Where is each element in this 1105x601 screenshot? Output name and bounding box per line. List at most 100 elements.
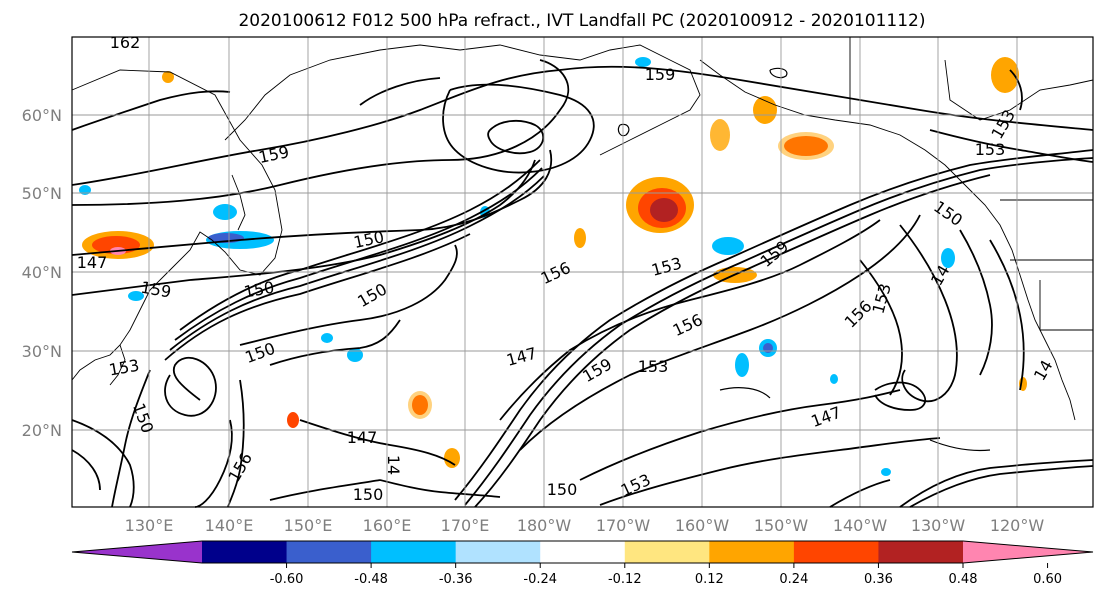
contour-line	[227, 379, 245, 508]
contour-line	[617, 123, 630, 137]
lon-label: 130°W	[911, 516, 966, 535]
positive-shading	[287, 412, 299, 428]
contour-line	[499, 219, 881, 421]
negative-shading	[321, 333, 333, 343]
asia-coastline	[71, 69, 283, 381]
lat-label: 30°N	[22, 342, 62, 361]
contour-line	[769, 67, 788, 79]
contour-line	[1009, 69, 1023, 111]
kamchatka-coastline	[224, 44, 701, 156]
coastlines	[71, 37, 1094, 421]
colorbar-tick-label: 0.48	[949, 572, 978, 587]
contour-line	[379, 479, 501, 498]
contour-line	[959, 229, 993, 376]
border-line	[944, 59, 1094, 121]
lat-label: 50°N	[22, 184, 62, 203]
colorbar-segment	[202, 541, 288, 563]
lat-label: 60°N	[22, 106, 62, 125]
contour-line	[164, 233, 471, 361]
colorbar-tick-label: 0.12	[695, 572, 724, 587]
contour-line	[442, 83, 595, 174]
lon-label: 150°W	[754, 516, 809, 535]
negative-shading	[347, 348, 363, 362]
colorbar-tick-label: -0.60	[270, 572, 304, 587]
lon-label: 120°W	[990, 516, 1045, 535]
asia-coastline	[231, 174, 246, 231]
contour-label: 153	[638, 357, 669, 376]
contour-label: 159	[645, 65, 676, 84]
colorbar-segment	[624, 541, 710, 563]
lon-label: 170°W	[596, 516, 651, 535]
colorbar-segment	[371, 541, 457, 563]
latitude-labels: 60°N 50°N 40°N 30°N 20°N	[22, 106, 62, 440]
contour-line	[359, 77, 441, 106]
colorbar-extend-low	[72, 541, 202, 563]
lon-label: 140°W	[833, 516, 888, 535]
lon-label: 130°E	[125, 516, 174, 535]
contour-line	[899, 224, 958, 403]
negative-shading	[830, 374, 838, 384]
negative-shading	[735, 353, 749, 377]
contour-line	[71, 149, 553, 256]
map-panel: 162 159 159 153 150 150 156 153 159 150 …	[71, 33, 1094, 508]
contour-line	[874, 381, 927, 411]
negative-shading	[213, 204, 237, 220]
contour-line	[599, 437, 941, 506]
contour-line	[719, 387, 771, 399]
asia-coastline	[109, 344, 126, 386]
contour-line	[164, 356, 217, 417]
contour-label: 150	[547, 480, 578, 499]
lon-label: 150°E	[284, 516, 333, 535]
contour-line	[929, 439, 991, 452]
positive-shading	[778, 132, 834, 160]
contour-line	[194, 419, 233, 508]
colorbar-outline	[71, 540, 1094, 564]
negative-shading	[712, 237, 744, 255]
colorbar-segment	[793, 541, 879, 563]
contour-label: 14	[384, 455, 403, 475]
negative-shading	[941, 248, 955, 268]
contour-line	[71, 59, 570, 206]
colorbar-extend-high	[963, 541, 1093, 563]
contour-line	[111, 369, 151, 508]
contour-line	[269, 319, 401, 366]
contour-line	[269, 479, 381, 501]
contour-line	[464, 157, 1094, 506]
longitude-labels: 130°E 140°E 150°E 160°E 170°E 180°W 170°…	[125, 516, 1045, 535]
positive-shading	[408, 391, 432, 419]
lon-label: 160°W	[675, 516, 730, 535]
contour-line	[239, 244, 458, 346]
colorbar-segment	[455, 541, 541, 563]
contour-line	[519, 214, 921, 451]
lon-label: 170°E	[441, 516, 490, 535]
lat-label: 40°N	[22, 263, 62, 282]
lon-label: 180°W	[517, 516, 572, 535]
colorbar-tick-label: -0.48	[354, 572, 388, 587]
colorbar-segment	[286, 541, 372, 563]
contour-line	[169, 175, 545, 351]
contour-line	[474, 174, 991, 508]
positive-shading	[991, 57, 1019, 93]
contour-line	[487, 119, 544, 155]
contour-label: 147	[347, 428, 378, 447]
negative-shading	[881, 468, 891, 476]
contour-line	[71, 449, 101, 491]
colorbar-segment	[878, 541, 964, 563]
contour-line	[899, 459, 1094, 508]
contour-line	[909, 465, 1094, 508]
graticule	[72, 37, 1093, 507]
contour-label: 150	[353, 485, 384, 504]
colorbar-segment	[709, 541, 795, 563]
figure-title: 2020100612 F012 500 hPa refract., IVT La…	[238, 11, 925, 31]
contour-line	[299, 419, 456, 466]
positive-shading	[650, 198, 678, 222]
contour-line	[929, 129, 1094, 163]
negative-shading	[763, 343, 773, 353]
na-coastline	[699, 59, 1076, 421]
positive-shading	[574, 228, 586, 248]
contour-label: 147	[77, 253, 108, 272]
colorbar-tick-label: -0.12	[608, 572, 642, 587]
contour-line	[579, 389, 901, 481]
contour-label: 162	[110, 33, 141, 52]
